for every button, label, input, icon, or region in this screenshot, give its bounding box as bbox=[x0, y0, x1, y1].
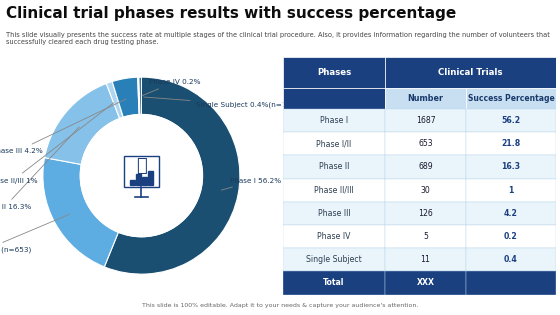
Text: Phases: Phases bbox=[317, 68, 351, 77]
FancyBboxPatch shape bbox=[466, 225, 556, 248]
Text: Clinical trial phases results with success percentage: Clinical trial phases results with succe… bbox=[6, 5, 456, 20]
FancyBboxPatch shape bbox=[385, 271, 466, 295]
Text: This slide is 100% editable. Adapt it to your needs & capture your audience's at: This slide is 100% editable. Adapt it to… bbox=[142, 303, 418, 308]
Text: Phase II: Phase II bbox=[319, 163, 349, 171]
FancyBboxPatch shape bbox=[385, 248, 466, 271]
Text: Number: Number bbox=[408, 94, 444, 103]
FancyBboxPatch shape bbox=[466, 248, 556, 271]
Text: Phase I/II 21.8% (n=653): Phase I/II 21.8% (n=653) bbox=[0, 214, 69, 253]
FancyBboxPatch shape bbox=[283, 179, 385, 202]
Text: Phase II/III: Phase II/III bbox=[314, 186, 354, 195]
Wedge shape bbox=[104, 77, 240, 274]
Text: XXX: XXX bbox=[417, 278, 435, 287]
FancyBboxPatch shape bbox=[283, 88, 385, 109]
FancyBboxPatch shape bbox=[466, 202, 556, 225]
Text: Phase II/III 1%: Phase II/III 1% bbox=[0, 103, 114, 184]
Bar bbox=[142, 177, 147, 186]
FancyBboxPatch shape bbox=[283, 155, 385, 179]
Text: Phase IV: Phase IV bbox=[318, 232, 351, 241]
Text: Phase I: Phase I bbox=[320, 116, 348, 125]
Wedge shape bbox=[138, 77, 140, 115]
FancyBboxPatch shape bbox=[385, 57, 556, 88]
Text: ⎒: ⎒ bbox=[136, 157, 147, 175]
FancyBboxPatch shape bbox=[466, 132, 556, 155]
Text: 5: 5 bbox=[423, 232, 428, 241]
Text: Single Subject 0.4%(n=11): Single Subject 0.4%(n=11) bbox=[144, 97, 293, 108]
Text: This slide visually presents the success rate at multiple stages of the clinical: This slide visually presents the success… bbox=[6, 32, 549, 45]
Wedge shape bbox=[106, 82, 123, 118]
Text: Phase III: Phase III bbox=[318, 209, 351, 218]
Circle shape bbox=[80, 115, 203, 237]
Text: Phase II 16.3%: Phase II 16.3% bbox=[0, 127, 80, 210]
FancyBboxPatch shape bbox=[283, 57, 385, 88]
Bar bbox=[130, 180, 135, 186]
FancyBboxPatch shape bbox=[466, 109, 556, 132]
FancyBboxPatch shape bbox=[466, 179, 556, 202]
FancyBboxPatch shape bbox=[385, 132, 466, 155]
Text: 0.2: 0.2 bbox=[504, 232, 518, 241]
Text: Phase I/II: Phase I/II bbox=[316, 139, 352, 148]
FancyBboxPatch shape bbox=[466, 88, 556, 109]
Wedge shape bbox=[139, 77, 142, 115]
FancyBboxPatch shape bbox=[385, 202, 466, 225]
Wedge shape bbox=[112, 77, 139, 117]
Bar bbox=[148, 171, 153, 186]
Text: 21.8: 21.8 bbox=[501, 139, 521, 148]
FancyBboxPatch shape bbox=[283, 225, 385, 248]
FancyBboxPatch shape bbox=[466, 271, 556, 295]
FancyBboxPatch shape bbox=[283, 132, 385, 155]
Bar bbox=[136, 174, 141, 186]
FancyBboxPatch shape bbox=[385, 225, 466, 248]
Text: 11: 11 bbox=[421, 255, 431, 264]
Text: 126: 126 bbox=[418, 209, 433, 218]
Text: 16.3: 16.3 bbox=[502, 163, 520, 171]
Wedge shape bbox=[43, 158, 118, 267]
Text: Phase III 4.2%: Phase III 4.2% bbox=[0, 99, 126, 154]
Text: Clinical Trials: Clinical Trials bbox=[438, 68, 503, 77]
Bar bbox=[124, 156, 159, 187]
Text: Total: Total bbox=[323, 278, 345, 287]
Text: 689: 689 bbox=[418, 163, 433, 171]
Text: Single Subject: Single Subject bbox=[306, 255, 362, 264]
Text: Phase I 56.2%: Phase I 56.2% bbox=[221, 178, 281, 190]
FancyBboxPatch shape bbox=[385, 179, 466, 202]
Text: 1: 1 bbox=[508, 186, 514, 195]
FancyBboxPatch shape bbox=[385, 155, 466, 179]
Wedge shape bbox=[45, 83, 120, 164]
Text: Phase IV 0.2%: Phase IV 0.2% bbox=[142, 79, 201, 96]
FancyBboxPatch shape bbox=[283, 271, 385, 295]
FancyBboxPatch shape bbox=[283, 202, 385, 225]
Text: 0.4: 0.4 bbox=[504, 255, 518, 264]
FancyBboxPatch shape bbox=[385, 109, 466, 132]
FancyBboxPatch shape bbox=[283, 109, 385, 132]
FancyBboxPatch shape bbox=[385, 88, 466, 109]
Text: 30: 30 bbox=[421, 186, 431, 195]
Text: 4.2: 4.2 bbox=[504, 209, 518, 218]
Text: Success Percentage: Success Percentage bbox=[468, 94, 554, 103]
FancyBboxPatch shape bbox=[466, 155, 556, 179]
Text: 1687: 1687 bbox=[416, 116, 436, 125]
Text: 653: 653 bbox=[418, 139, 433, 148]
FancyBboxPatch shape bbox=[283, 248, 385, 271]
Text: 56.2: 56.2 bbox=[501, 116, 521, 125]
